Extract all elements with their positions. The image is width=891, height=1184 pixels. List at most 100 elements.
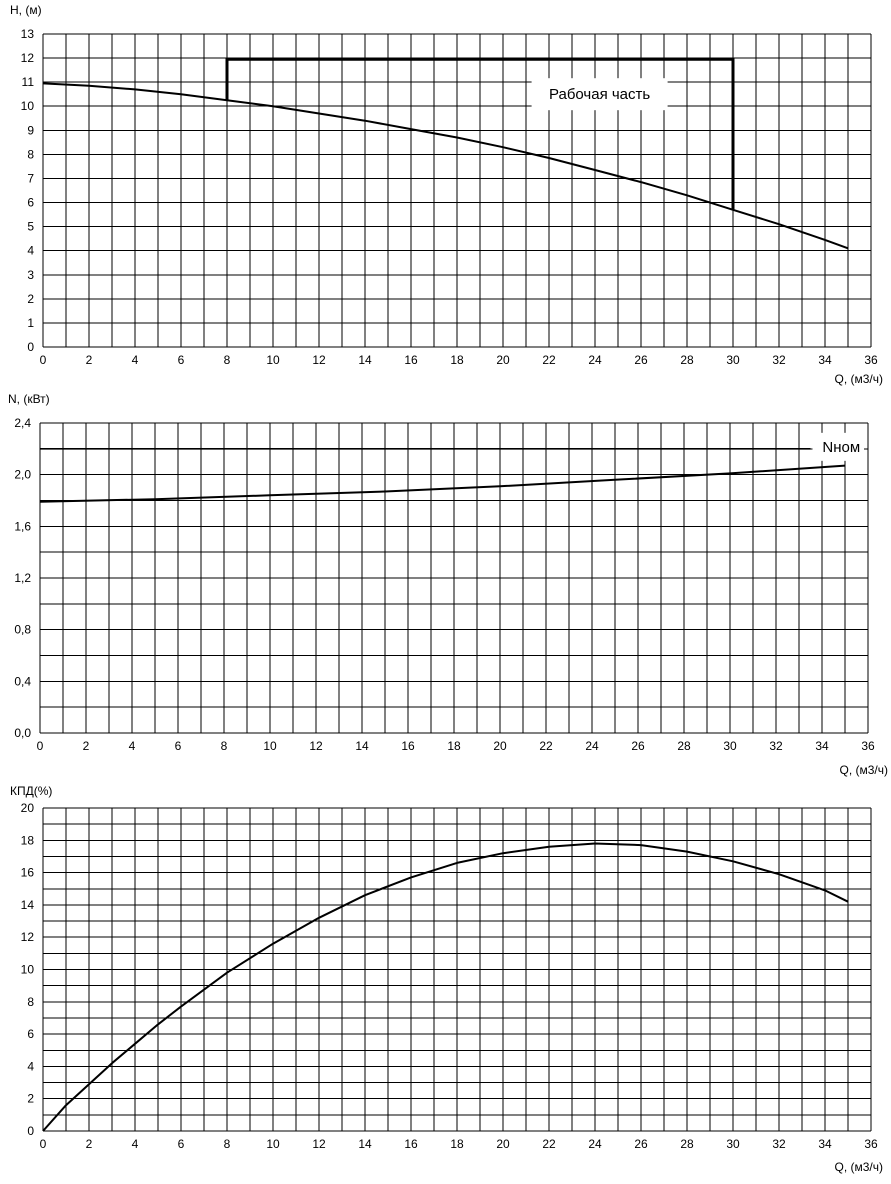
y-tick-label: 20 <box>21 801 35 815</box>
x-tick-label: 0 <box>40 353 47 367</box>
x-tick-label: 10 <box>266 1137 280 1151</box>
x-tick-label: 6 <box>178 353 185 367</box>
y-tick-label: 4 <box>27 244 34 258</box>
x-tick-label: 24 <box>585 739 599 753</box>
y-tick-label: 1 <box>27 316 34 330</box>
x-tick-label: 0 <box>37 739 44 753</box>
y-tick-label: 1,2 <box>14 571 31 585</box>
x-tick-label: 22 <box>542 1137 556 1151</box>
series-line <box>42 842 849 1132</box>
x-tick-label: 8 <box>224 353 231 367</box>
x-tick-label: 20 <box>496 353 510 367</box>
x-tick-label: 8 <box>224 1137 231 1151</box>
y-tick-label: 8 <box>27 995 34 1009</box>
x-tick-label: 34 <box>818 1137 832 1151</box>
y-tick-label: 3 <box>27 268 34 282</box>
x-tick-label: 10 <box>266 353 280 367</box>
x-tick-label: 22 <box>542 353 556 367</box>
x-tick-label: 14 <box>355 739 369 753</box>
x-tick-label: 16 <box>404 353 418 367</box>
y-tick-label: 14 <box>21 898 35 912</box>
working-range-bracket <box>225 57 735 210</box>
y-tick-label: 1,6 <box>14 519 31 533</box>
x-tick-label: 26 <box>631 739 645 753</box>
y-tick-label: 0,0 <box>14 726 31 740</box>
x-tick-label: 32 <box>772 353 786 367</box>
x-tick-label: 32 <box>769 739 783 753</box>
y-tick-label: 6 <box>27 196 34 210</box>
y-tick-label: 2 <box>27 1092 34 1106</box>
y-tick-label: 2,0 <box>14 468 31 482</box>
x-tick-label: 28 <box>680 1137 694 1151</box>
chart-3: 0 2 4 6 8 10 12 14 16 18 20 22 24 26 28 30 32 34 360246810… <box>10 784 883 1174</box>
x-tick-label: 20 <box>493 739 507 753</box>
y-tick-label: 11 <box>22 75 35 89</box>
x-tick-label: 30 <box>723 739 737 753</box>
x-tick-label: 24 <box>588 353 602 367</box>
x-tick-label: 16 <box>401 739 415 753</box>
y-tick-label: 0,8 <box>14 623 31 637</box>
x-tick-label: 36 <box>864 353 878 367</box>
x-tick-label: 36 <box>864 1137 878 1151</box>
y-tick-label: 12 <box>21 51 35 65</box>
working-range-label: Рабочая часть <box>549 86 650 103</box>
x-tick-label: 16 <box>404 1137 418 1151</box>
x-tick-label: 12 <box>312 353 326 367</box>
series-line <box>42 82 849 250</box>
x-tick-label: 30 <box>726 1137 740 1151</box>
x-tick-label: 6 <box>178 1137 185 1151</box>
x-tick-label: 12 <box>309 739 323 753</box>
x-tick-label: 4 <box>132 1137 139 1151</box>
x-tick-label: 12 <box>312 1137 326 1151</box>
y-tick-label: 13 <box>21 27 35 41</box>
y-tick-label: 10 <box>21 963 35 977</box>
x-tick-label: 6 <box>175 739 182 753</box>
nominal-power-label: Nном <box>822 439 860 456</box>
x-tick-label: 18 <box>447 739 461 753</box>
x-tick-label: 30 <box>726 353 740 367</box>
y-tick-label: 9 <box>27 123 34 137</box>
y-tick-label: 4 <box>27 1059 34 1073</box>
x-tick-label: 10 <box>263 739 277 753</box>
x-tick-label: 2 <box>86 1137 93 1151</box>
y-tick-label: 0 <box>27 340 34 354</box>
y-tick-label: 16 <box>21 866 35 880</box>
x-tick-label: 4 <box>129 739 136 753</box>
chart-2: 0 2 4 6 8 10 12 14 16 18 20 22 24 26 28 30 32 34 360,00,40… <box>8 392 888 777</box>
x-tick-label: 28 <box>677 739 691 753</box>
x-tick-label: 4 <box>132 353 139 367</box>
x-tick-label: 22 <box>539 739 553 753</box>
x-axis-label: Q, (м3/ч) <box>834 1160 883 1174</box>
x-tick-label: 28 <box>680 353 694 367</box>
y-tick-label: 18 <box>21 833 35 847</box>
x-tick-label: 18 <box>450 1137 464 1151</box>
x-tick-label: 2 <box>83 739 90 753</box>
y-axis-label: H, (м) <box>10 3 42 17</box>
x-tick-label: 34 <box>818 353 832 367</box>
y-tick-label: 10 <box>21 99 35 113</box>
x-tick-label: 34 <box>815 739 829 753</box>
x-axis-label: Q, (м3/ч) <box>839 763 888 777</box>
y-tick-label: 6 <box>27 1027 34 1041</box>
x-tick-label: 8 <box>221 739 228 753</box>
x-tick-label: 14 <box>358 1137 372 1151</box>
y-tick-label: 0,4 <box>14 674 31 688</box>
x-tick-label: 14 <box>358 353 372 367</box>
x-axis-label: Q, (м3/ч) <box>834 372 883 386</box>
working-range-label-bg <box>531 78 668 111</box>
nominal-label-bg <box>812 432 864 461</box>
y-tick-label: 12 <box>21 930 35 944</box>
x-tick-label: 26 <box>634 353 648 367</box>
x-tick-label: 32 <box>772 1137 786 1151</box>
x-tick-label: 36 <box>861 739 875 753</box>
y-tick-label: 0 <box>27 1124 34 1138</box>
x-tick-label: 2 <box>86 353 93 367</box>
y-tick-label: 2,4 <box>14 416 31 430</box>
y-axis-label: N, (кВт) <box>8 392 50 406</box>
y-axis-label: КПД(%) <box>10 784 52 798</box>
y-tick-label: 2 <box>27 292 34 306</box>
x-tick-label: 26 <box>634 1137 648 1151</box>
x-tick-label: 24 <box>588 1137 602 1151</box>
x-tick-label: 20 <box>496 1137 510 1151</box>
